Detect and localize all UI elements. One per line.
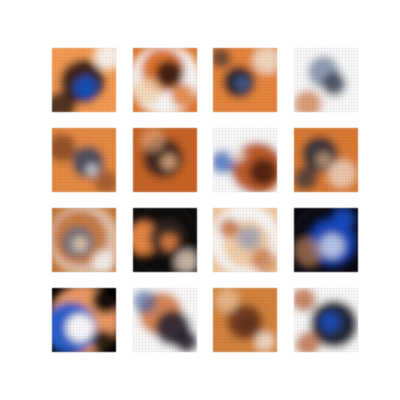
generated-sample-image [132,288,197,352]
sample-image-drawing [293,288,358,352]
sample-image-drawing [132,208,197,272]
generated-sample-image [213,288,277,352]
sample-image-drawing [213,208,277,272]
sample-image-drawing [293,48,358,112]
sample-image-drawing [293,208,358,272]
sample-image-drawing [52,208,116,272]
generated-sample-image [132,208,197,272]
sample-image-drawing [213,128,277,192]
generated-sample-image [213,48,277,112]
generated-sample-image [52,288,116,352]
generated-sample-image [52,48,116,112]
sample-image-drawing [213,288,277,352]
generated-sample-image [52,128,116,192]
sample-image-drawing [213,48,277,112]
sample-image-drawing [52,288,116,352]
generated-sample-image [213,128,277,192]
sample-image-drawing [132,48,197,112]
generated-sample-image [52,208,116,272]
generated-sample-image [132,128,197,192]
sample-image-drawing [132,288,197,352]
generated-sample-image [213,208,277,272]
sample-image-drawing [293,128,358,192]
generated-sample-image [293,48,358,112]
sample-image-drawing [132,128,197,192]
sample-image-drawing [52,48,116,112]
generated-sample-image [293,128,358,192]
sample-image-drawing [52,128,116,192]
generated-sample-image [132,48,197,112]
generated-sample-image [293,288,358,352]
generated-sample-image [293,208,358,272]
